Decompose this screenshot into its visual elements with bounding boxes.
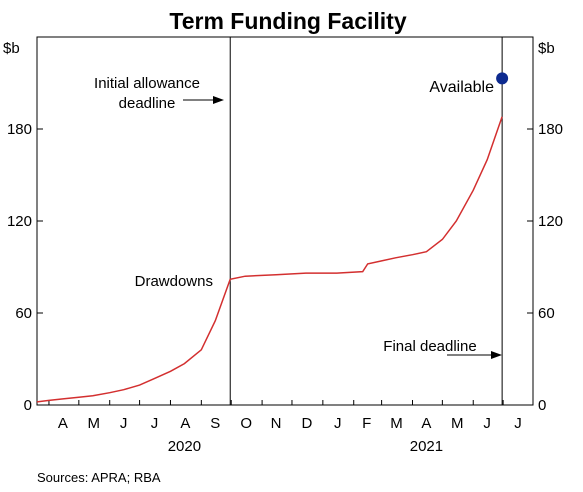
points-layer <box>496 72 509 85</box>
x-month-label: N <box>271 415 282 432</box>
initial-deadline-annotation: Initial allowance deadline <box>94 75 224 112</box>
final-deadline-arrowhead <box>491 351 502 359</box>
y-axis-unit-left: $b <box>3 40 20 57</box>
x-month-label: O <box>240 415 252 432</box>
chart-title: Term Funding Facility <box>169 8 406 34</box>
x-year-label: 2020 <box>168 438 201 455</box>
y-tick-label-left: 120 <box>7 213 32 230</box>
x-month-label: J <box>151 415 159 432</box>
series-layer <box>36 116 503 403</box>
x-month-label: A <box>58 415 68 432</box>
y-tick-label-left: 60 <box>15 305 32 322</box>
x-month-label: A <box>180 415 190 432</box>
y-tick-label-right: 180 <box>538 121 563 138</box>
x-month-label: M <box>451 415 464 432</box>
source-note: Sources: APRA; RBA <box>37 470 161 485</box>
final-deadline-label: Final deadline <box>383 338 476 355</box>
x-month-label: M <box>390 415 403 432</box>
x-month-label: F <box>362 415 371 432</box>
x-month-label: M <box>88 415 101 432</box>
deadline-lines <box>229 37 503 405</box>
x-month-label: J <box>483 415 491 432</box>
x-month-label: J <box>120 415 128 432</box>
drawdowns-line <box>36 116 503 403</box>
x-year-label: 2021 <box>410 438 443 455</box>
y-tick-label-right: 120 <box>538 213 563 230</box>
initial-deadline-label-line1: Initial allowance <box>94 75 200 92</box>
initial-deadline-arrowhead <box>213 96 224 104</box>
y-ticks: 0 0 60 60 120 120 180 180 <box>7 121 563 414</box>
y-tick-label-right: 0 <box>538 397 546 414</box>
x-month-label: J <box>514 415 522 432</box>
x-month-label: J <box>334 415 342 432</box>
x-month-label: A <box>421 415 431 432</box>
x-month-label: D <box>301 415 312 432</box>
y-tick-label-left: 180 <box>7 121 32 138</box>
initial-deadline-label-line2: deadline <box>119 95 176 112</box>
x-month-label: S <box>210 415 220 432</box>
available-point-label: Available <box>429 79 494 96</box>
y-axis-unit-right: $b <box>538 40 555 57</box>
y-tick-label-right: 60 <box>538 305 555 322</box>
available-point <box>496 72 509 85</box>
x-ticks: A M J J A S O N D J F M A M J J 2020 2021 <box>48 400 522 455</box>
y-tick-label-left: 0 <box>24 397 32 414</box>
final-deadline-annotation: Final deadline <box>383 338 502 359</box>
drawdowns-series-label: Drawdowns <box>135 273 213 290</box>
